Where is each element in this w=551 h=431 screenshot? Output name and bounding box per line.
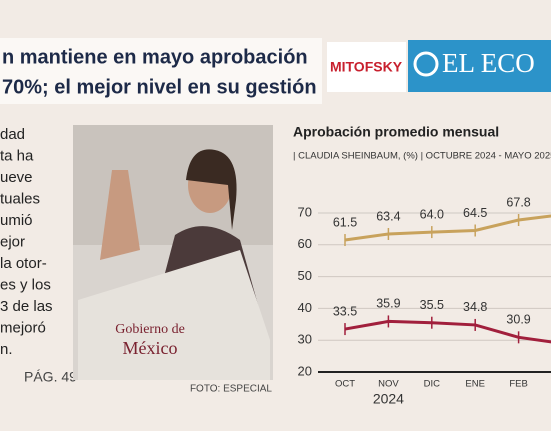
- value-label: 33.5: [333, 304, 357, 318]
- article-line: la otor-: [0, 255, 47, 272]
- chart-subtitle: | CLAUDIA SHEINBAUM, (%) | OCTUBRE 2024 …: [293, 151, 551, 162]
- y-tick-label: 30: [298, 332, 312, 347]
- y-tick-label: 50: [298, 268, 312, 283]
- value-label: 34.8: [463, 300, 487, 314]
- article-line: tuales: [0, 190, 40, 207]
- value-label: 35.5: [420, 298, 444, 312]
- article-line: dad: [0, 126, 25, 143]
- newspaper-icon: [413, 51, 439, 77]
- headline: n mantiene en mayo aprobación: [2, 46, 308, 68]
- pollster-logo-box: [327, 42, 406, 92]
- photo-hair: [186, 149, 237, 230]
- article-line: es y los: [0, 276, 51, 293]
- y-tick-label: 60: [298, 236, 312, 251]
- chart-title: Aprobación promedio mensual: [293, 124, 499, 140]
- value-label: 64.5: [463, 206, 487, 220]
- article-line: n.: [0, 341, 13, 358]
- photo-credit: FOTO: ESPECIAL: [190, 384, 272, 395]
- article-line: ejor: [0, 233, 25, 250]
- value-label: 67.8: [506, 195, 530, 209]
- x-tick-label: FEB: [509, 379, 527, 390]
- x-tick-label: DIC: [424, 379, 441, 390]
- page-ref: PÁG. 49: [24, 369, 77, 385]
- headline: 70%; el mejor nivel en su gestión: [2, 76, 317, 98]
- photo-sign: México: [123, 338, 178, 358]
- year-label: 2024: [373, 391, 404, 407]
- y-tick-label: 40: [298, 300, 312, 315]
- photo-podium: [78, 250, 270, 380]
- y-tick-label: 70: [298, 204, 312, 219]
- y-tick-label: 20: [298, 363, 312, 378]
- value-label: 35.9: [376, 297, 400, 311]
- article-line: ueve: [0, 169, 33, 186]
- series-line: [344, 319, 551, 344]
- article-line: umió: [0, 212, 33, 229]
- pollster-logo: MITOFSKY: [330, 59, 403, 75]
- headline-box: [0, 38, 322, 104]
- series-line: [344, 214, 551, 242]
- article-line: mejoró: [0, 319, 46, 336]
- article-line: 3 de las: [0, 298, 53, 315]
- value-label: 30.9: [506, 313, 530, 327]
- article-line: ta ha: [0, 147, 34, 164]
- x-tick-label: OCT: [335, 379, 355, 390]
- newspaper-logo: EL ECO: [442, 48, 535, 78]
- photo-arm: [100, 170, 140, 260]
- x-tick-label: NOV: [378, 379, 399, 390]
- x-tick-label: ENE: [465, 379, 485, 390]
- value-label: 63.4: [376, 209, 400, 223]
- value-label: 61.5: [333, 215, 357, 229]
- photo-sign: Gobierno de: [115, 322, 185, 337]
- newspaper-band: [408, 40, 551, 92]
- photo-bg: [73, 125, 273, 245]
- value-label: 64.0: [420, 207, 444, 221]
